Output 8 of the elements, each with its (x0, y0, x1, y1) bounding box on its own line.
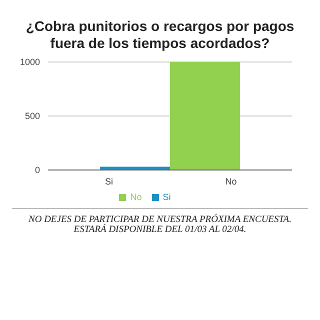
text: NO DEJES DE PARTICIPAR DE NUESTRA PRÓXIMA ENCUESTA. (28, 215, 292, 225)
y-tick-label: 1000 (20, 57, 40, 68)
y-tick-label: 500 (24, 111, 40, 122)
y-tick-label: 0 (34, 165, 40, 176)
legend-label: No (130, 192, 142, 202)
text: ESTARÁ DISPONIBLE DEL 01/03 AL 02/04. (72, 225, 248, 235)
legend-label: Si (162, 192, 171, 202)
chart-title: ¿Cobra punitorios o recargos por pagos fuera de los tiempos acordados? (24, 17, 296, 52)
